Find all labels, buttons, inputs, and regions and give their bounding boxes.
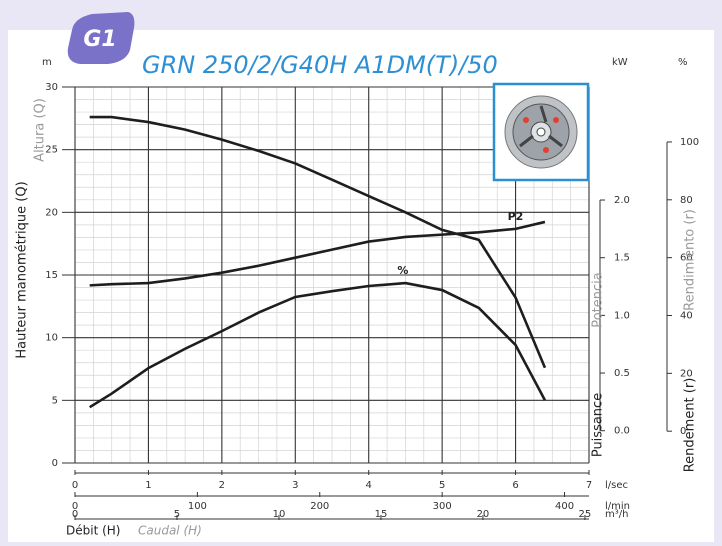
x3-unit: m³/h [605,509,628,520]
x3-tick-label: 5 [174,509,180,520]
badge-shape [67,12,135,64]
x2-tick-label: 300 [433,501,452,512]
x-tick-label: 7 [586,480,592,491]
series-line [89,115,547,369]
x-unit: l/sec [605,480,628,491]
y-tick-label: 0 [52,458,58,469]
y-tick-label: 10 [45,333,58,344]
badge: G1 [83,27,116,52]
x-tick-label: 4 [366,480,372,491]
x2-unit: l/min [605,501,630,512]
x-tick-label: 6 [512,480,518,491]
x3-tick-label: 15 [375,509,388,520]
x-tick-label: 2 [219,480,225,491]
series-label: % [397,264,408,277]
x-tick-label: 0 [72,480,78,491]
y2-axis-title-es: Potencia [591,272,606,327]
y2-tick-label: 1.0 [614,310,630,321]
series-line [89,281,547,409]
x-tick-label: 1 [145,480,151,491]
y3-tick-label: 0 [680,426,686,437]
pump-icon [492,82,590,182]
x2-tick-label: 100 [188,501,207,512]
y3-tick-label: 100 [680,137,699,148]
x2-tick-label: 0 [72,501,78,512]
y-tick-label: 20 [45,207,58,218]
y3-tick-label: 40 [680,310,693,321]
y-axis-title-es: Altura (Q) [33,98,48,162]
x2-tick-label: 400 [555,501,574,512]
y2-tick-label: 0.0 [614,426,630,437]
x2-tick-label: 200 [310,501,329,512]
y3-tick-label: 20 [680,368,693,379]
series-line [89,220,546,287]
series-label: P2 [508,210,524,223]
y-tick-label: 25 [45,145,58,156]
chart-title: GRN 250/2/G40H A1DM(T)/50 [142,51,498,79]
y2-tick-label: 1.5 [614,253,630,264]
y2-axis-title: Puissance [591,393,606,457]
x-axis-title-es: Caudal (H) [138,524,202,538]
y2-tick-label: 2.0 [614,195,630,206]
y3-tick-label: 60 [680,253,693,264]
x3-tick-label: 25 [579,509,592,520]
y3-axis-title: Rendement (r) [683,378,698,473]
x-axis-title: Débit (H) [66,524,120,538]
y3-axis-title-es: Rendimiento (r) [683,209,698,311]
x3-tick-label: 0 [72,509,78,520]
x3-tick-label: 10 [273,509,286,520]
x3-tick-label: 20 [477,509,490,520]
y2-tick-label: 0.5 [614,368,630,379]
y3-tick-label: 80 [680,195,693,206]
y-tick-label: 5 [52,395,58,406]
y-axis-title: Hauteur manométrique (Q) [15,181,30,358]
y3-unit: % [678,57,688,68]
x-tick-label: 3 [292,480,298,491]
y2-unit: kW [612,57,628,68]
y-tick-label: 30 [45,82,58,93]
x-tick-label: 5 [439,480,445,491]
y-tick-label: 15 [45,270,58,281]
y-unit: m [42,57,52,68]
